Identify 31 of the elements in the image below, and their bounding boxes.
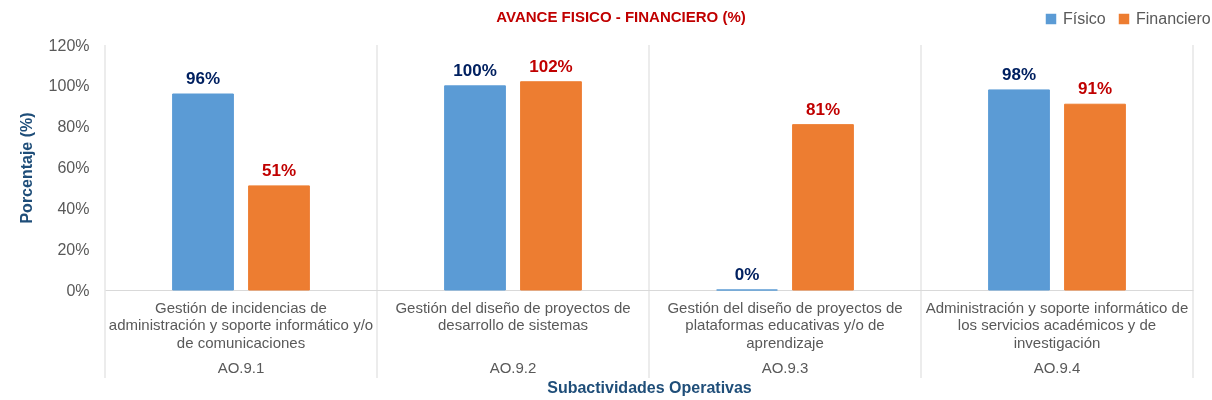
data-label: 98% bbox=[1002, 64, 1037, 84]
category-label: Gestión del diseño de proyectos de desarrollo de sistemas AO.9.2 bbox=[395, 298, 631, 376]
category-label: Gestión de incidencias de administración y soporte informático y/o de comunicaciones AO.9.1 bbox=[108, 298, 374, 376]
bar bbox=[988, 89, 1050, 291]
chart-title: AVANCE FISICO - FINANCIERO (%) bbox=[496, 8, 746, 25]
data-label: 100% bbox=[453, 60, 497, 80]
y-tick-label: 40% bbox=[57, 199, 90, 217]
x-axis-title: Subactividades Operativas bbox=[547, 378, 752, 396]
data-label: 91% bbox=[1077, 79, 1112, 99]
y-tick-label: 60% bbox=[57, 159, 90, 176]
data-label: 96% bbox=[186, 69, 221, 88]
data-label: 0% bbox=[734, 265, 760, 284]
y-tick-label: 20% bbox=[57, 240, 90, 258]
bar bbox=[444, 85, 506, 291]
category-label: Gestión del diseño de proyectos de plataformas educativas y/o de aprendizaje AO.9.3 bbox=[667, 298, 903, 376]
y-tick-label: 100% bbox=[48, 77, 90, 95]
bar bbox=[1064, 103, 1126, 291]
data-label: 81% bbox=[805, 99, 840, 119]
legend-label: Físico bbox=[1063, 10, 1106, 27]
data-label: 51% bbox=[261, 160, 296, 180]
bar bbox=[792, 124, 854, 291]
data-label: 102% bbox=[529, 56, 573, 76]
y-tick-label: 120% bbox=[48, 36, 90, 54]
y-tick-label: 0% bbox=[66, 281, 90, 299]
bar bbox=[520, 81, 582, 291]
category-label: Administración y soporte informático de los servicios académicos y de investigación AO.9.4 bbox=[925, 298, 1189, 376]
bar bbox=[172, 93, 234, 291]
bar bbox=[248, 185, 310, 291]
legend-label: Financiero bbox=[1136, 10, 1211, 27]
y-axis-title: Porcentaje (%) bbox=[17, 112, 35, 224]
y-tick-label: 80% bbox=[57, 118, 90, 136]
